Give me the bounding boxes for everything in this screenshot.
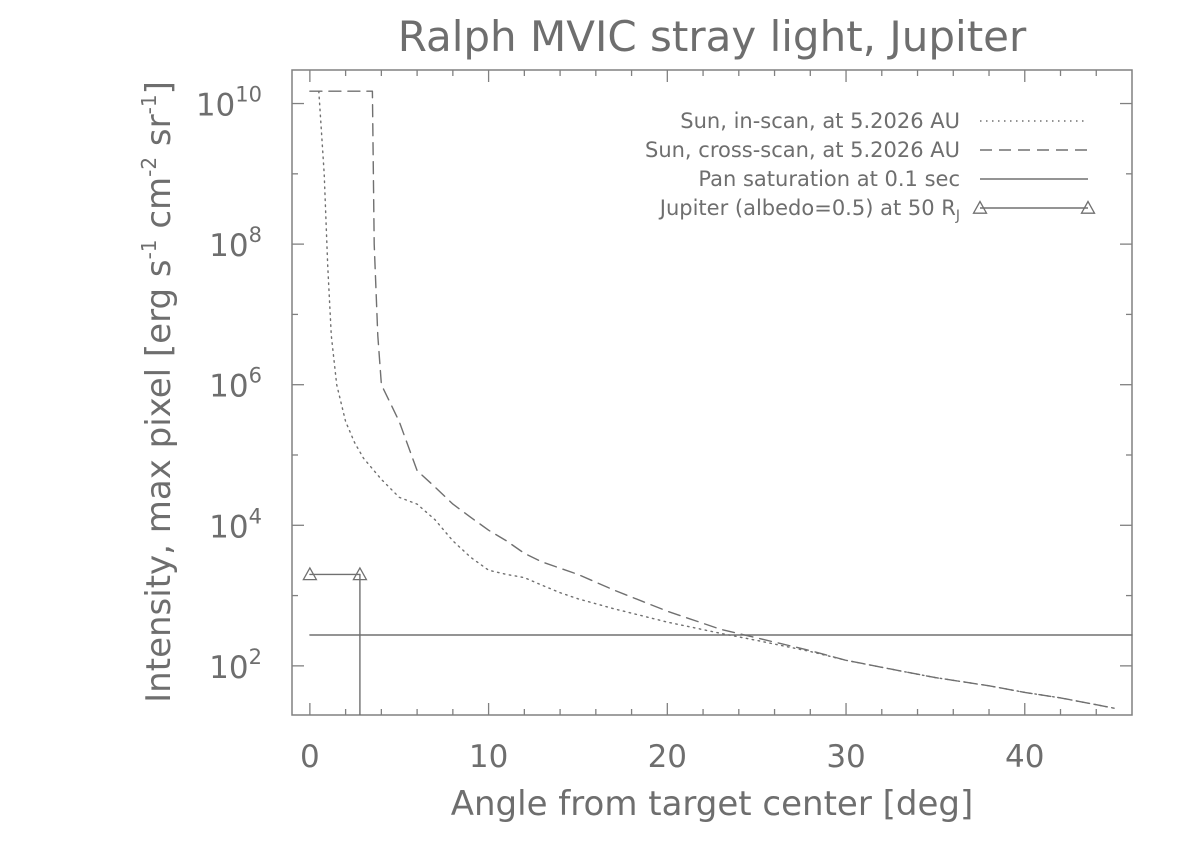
x-tick-label: 20 [648,739,687,775]
chart-title: Ralph MVIC stray light, Jupiter [398,12,1027,61]
y-tick-label-base: 10 [196,88,235,124]
y-tick-label-base: 10 [209,228,248,264]
legend-marker-triangle [972,200,988,214]
y-tick-label-base: 10 [209,369,248,405]
y-tick-label: 108 [209,223,262,264]
legend-label-subscript: J [955,208,960,224]
y-tick-label: 1010 [196,83,262,124]
y-tick-label-exponent: 2 [249,645,262,669]
y-axis-label-suffix: ] [139,81,179,94]
y-axis-label: Intensity, max pixel [erg s-1 cm-2 sr-1] [137,81,179,703]
legend-label-text: Jupiter (albedo=0.5) at 50 R [658,196,956,220]
y-axis-label-exp2: -2 [137,157,161,177]
y-axis-label-exp1: -1 [137,239,161,259]
y-tick-label-base: 10 [209,650,248,686]
y-tick-label: 106 [209,364,262,405]
x-tick-group: 0 10 20 30 40 [300,70,1097,775]
y-axis-label-mid2: sr [139,114,179,157]
y-tick-label-exponent: 8 [249,223,262,247]
y-axis-label-exp3: -1 [137,94,161,114]
x-tick-label: 10 [469,739,508,775]
x-axis-label: Angle from target center [deg] [451,784,973,824]
legend: Sun, in-scan, at 5.2026 AU Sun, cross-sca… [645,109,1096,224]
y-tick-label: 104 [209,504,262,545]
legend-label: Pan saturation at 0.1 sec [698,167,960,191]
y-tick-label-exponent: 6 [249,364,262,388]
y-axis-label-mid1: cm [139,177,179,240]
legend-label: Sun, in-scan, at 5.2026 AU [680,109,960,133]
y-tick-label-exponent: 4 [249,504,262,528]
legend-marker-triangle [1080,200,1096,214]
series-group [302,90,1133,715]
x-tick-label: 30 [826,739,865,775]
x-tick-label: 0 [300,739,320,775]
legend-label: Jupiter (albedo=0.5) at 50 RJ [658,196,960,224]
plot-frame [291,69,1133,716]
x-tick-label: 40 [1005,739,1044,775]
y-tick-label-base: 10 [209,509,248,545]
series-marker-triangle [302,566,318,581]
y-tick-label: 102 [209,645,262,686]
series-line-1 [309,90,1115,709]
y-tick-label-exponent: 10 [235,83,262,107]
series-line-0 [318,90,1115,709]
legend-label: Sun, cross-scan, at 5.2026 AU [645,138,960,162]
y-axis-label-prefix: Intensity, max pixel [erg s [139,259,179,702]
